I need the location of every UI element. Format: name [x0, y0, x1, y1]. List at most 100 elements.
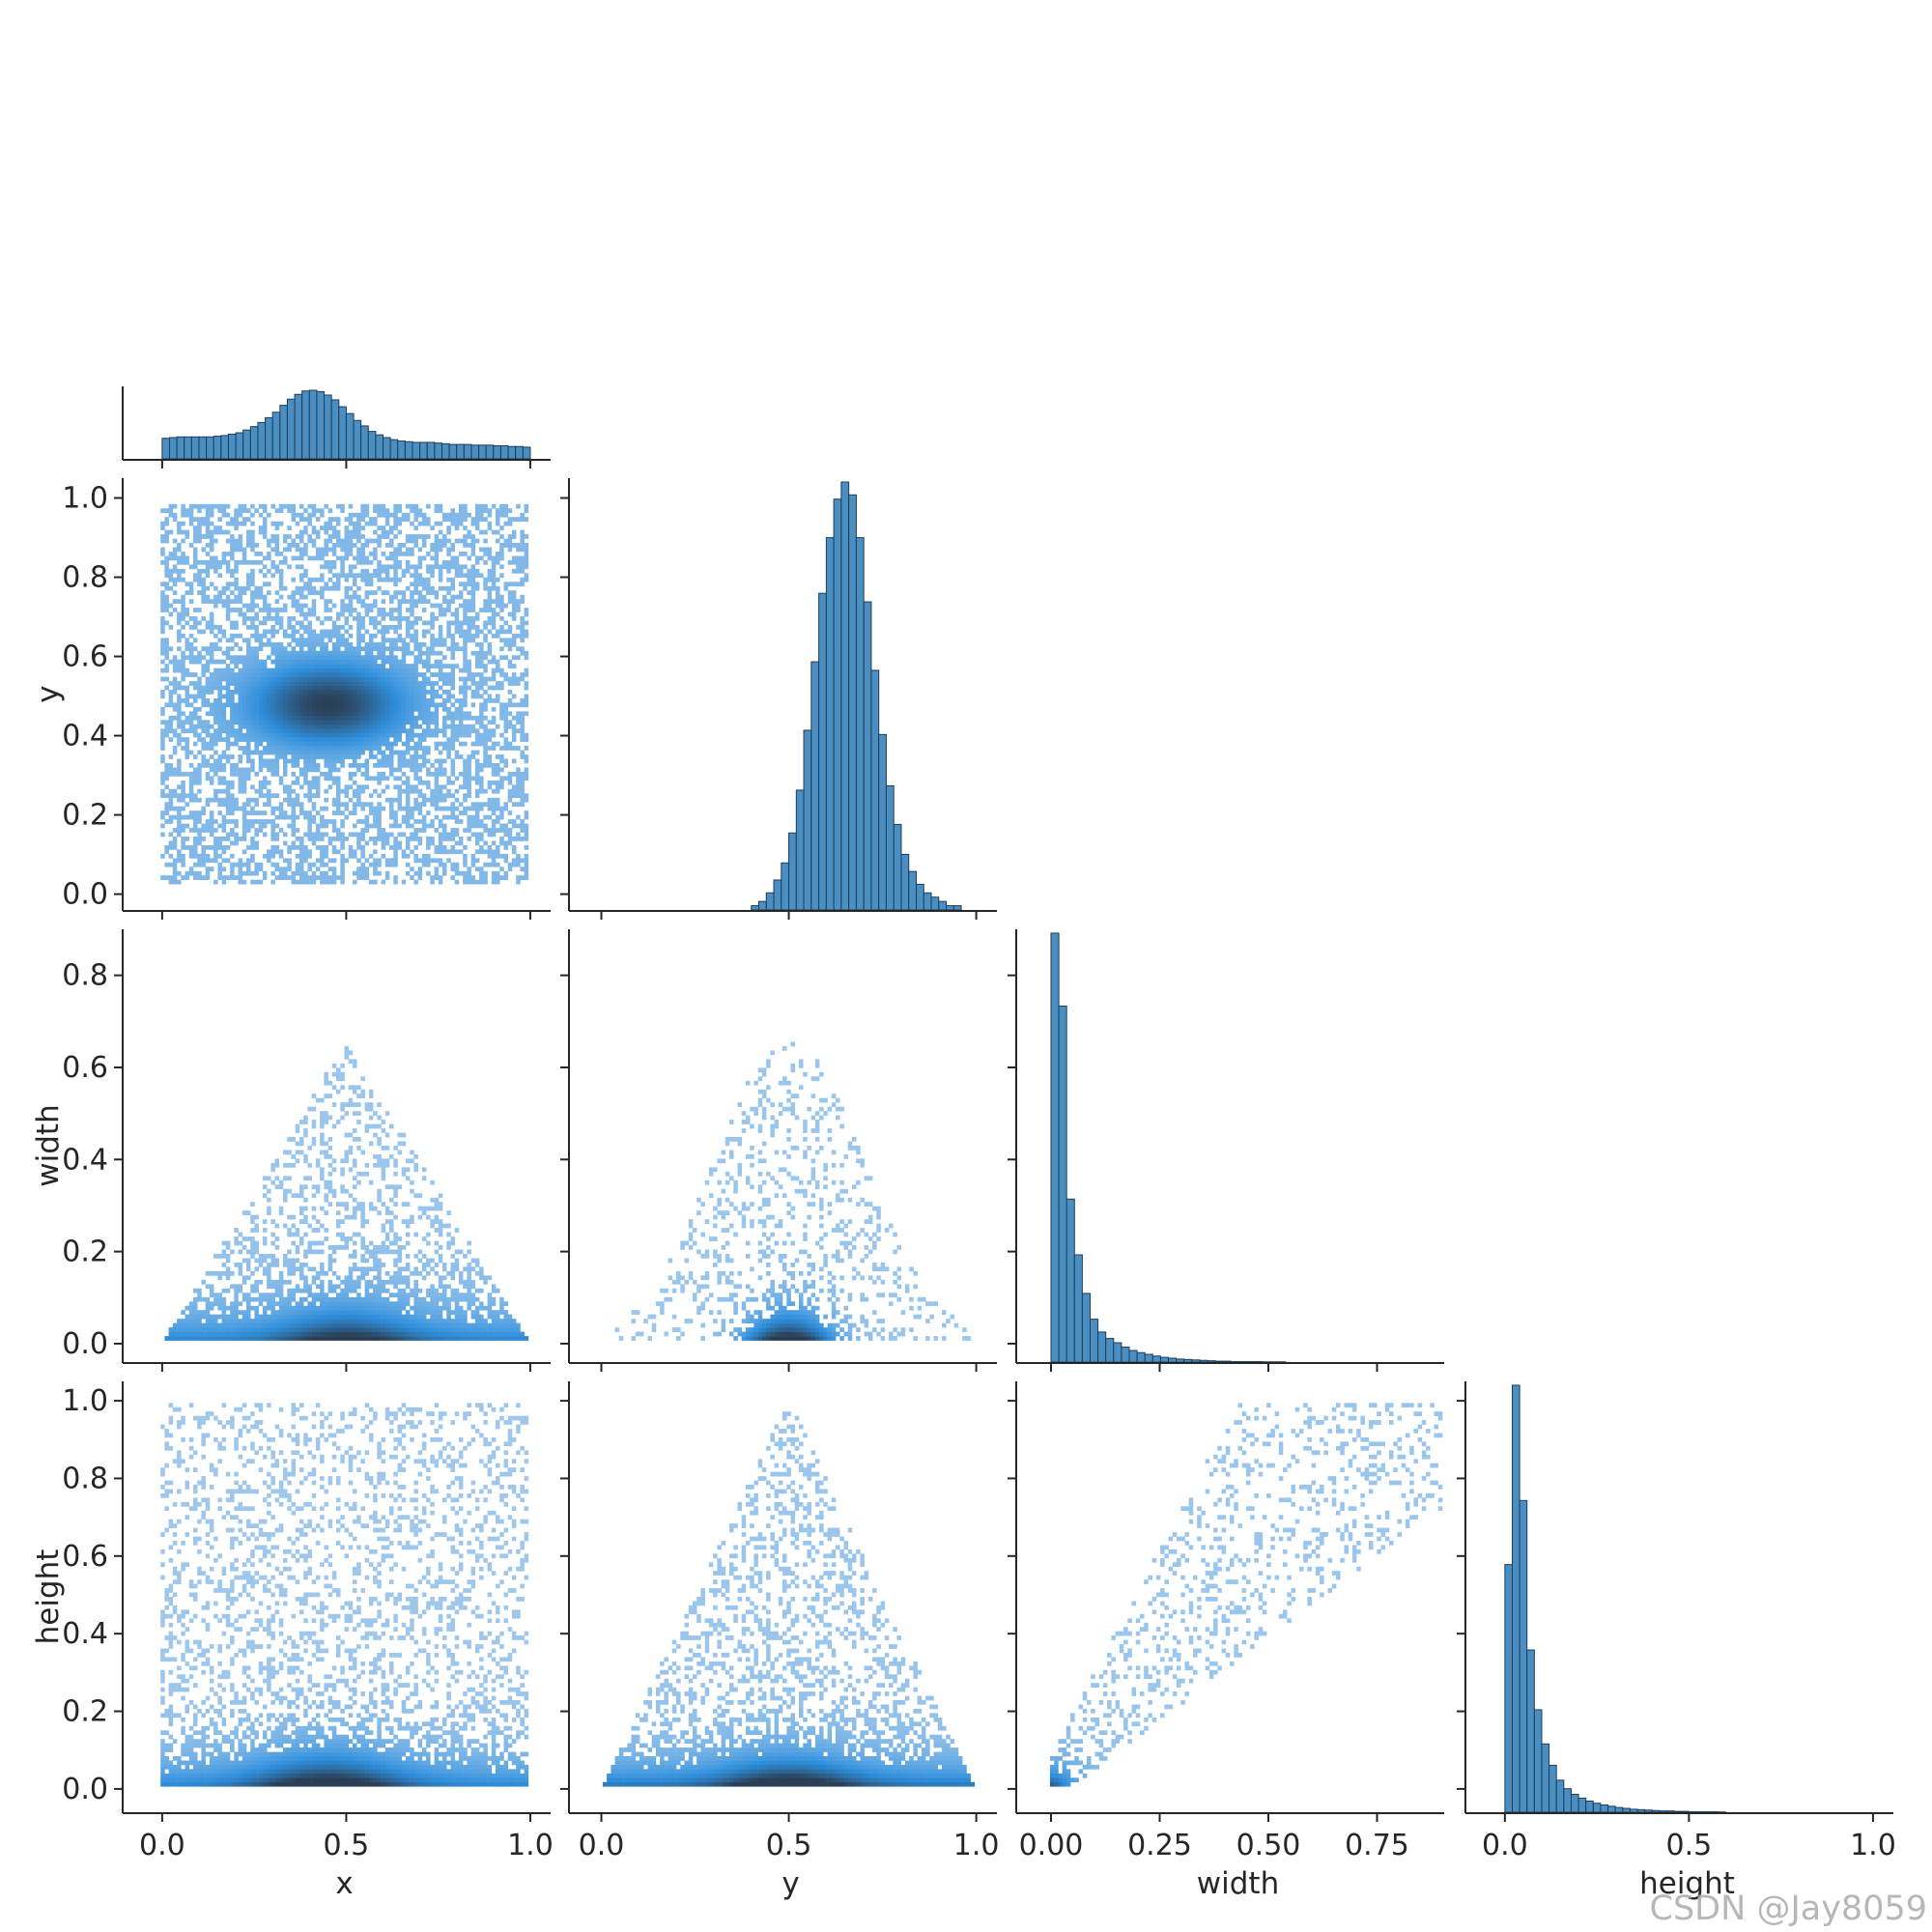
hist2d-cell [417, 715, 423, 721]
hist2d-cell [430, 568, 435, 574]
hist2d-cell [353, 724, 357, 729]
hist2d-cell [160, 538, 165, 544]
hist2d-cell [381, 668, 386, 673]
hist2d-cell [356, 793, 361, 799]
hist2d-cell [327, 638, 333, 643]
hist2d-cell [197, 810, 202, 815]
hist2d-cell [246, 616, 251, 621]
hist2d-cell [205, 529, 211, 535]
hist2d-cell [470, 608, 476, 612]
hist2d-cell [474, 659, 480, 665]
hist2d-cell [413, 788, 418, 794]
hist2d-cell [193, 694, 198, 699]
hist2d-cell [168, 585, 174, 591]
hist2d-cell [201, 577, 206, 582]
hist2d-cell [417, 616, 423, 621]
hist2d-cell [393, 641, 398, 647]
hist2d-cell [426, 732, 431, 738]
hist2d-cell [320, 754, 325, 759]
hist2d-cell [467, 659, 471, 665]
hist2d-cell [274, 668, 280, 673]
hist2d-cell [188, 590, 194, 595]
hist2d-cell [454, 568, 460, 574]
hist2d-cell [410, 875, 414, 880]
hist2d-cell [446, 538, 451, 544]
hist2d-cell [368, 650, 374, 656]
hist2d-cell [242, 720, 247, 725]
hist2d-cell [356, 517, 361, 522]
hist2d-cell [242, 611, 247, 617]
hist2d-cell [217, 559, 222, 565]
hist2d-cell [491, 858, 497, 864]
hist2d-cell [446, 564, 451, 570]
hist2d-cell [287, 564, 292, 570]
hist2d-cell [250, 603, 255, 609]
hist2d-cell [267, 858, 271, 864]
hist2d-cell [426, 629, 431, 635]
hist2d-cell [307, 659, 312, 665]
hist2d-cell [491, 806, 497, 811]
hist2d-cell [230, 573, 235, 579]
hist2d-cell [311, 690, 317, 695]
hist2d-cell [430, 875, 435, 880]
hist2d-cell [467, 819, 471, 824]
hist2d-cell [507, 862, 513, 867]
hist2d-cell [299, 802, 304, 808]
hist2d-cell [295, 555, 300, 561]
hist2d-cell [479, 655, 484, 661]
hist2d-cell [511, 676, 517, 682]
hist2d-cell [503, 655, 509, 661]
hist2d-cell [438, 797, 443, 803]
hist2d-cell [434, 828, 440, 833]
hist2d-cell [287, 784, 292, 790]
hist2d-cell [410, 711, 414, 717]
hist2d-cell [353, 698, 357, 703]
hist2d-cell [336, 737, 341, 742]
hist2d-cell [177, 599, 182, 604]
hist2d-cell [516, 564, 521, 570]
hist2d-cell [467, 629, 471, 635]
hist2d-cell [496, 784, 500, 790]
hist2d-cell [340, 858, 345, 864]
hist2d-cell [405, 746, 411, 751]
hist2d-cell [454, 840, 460, 846]
hist2d-cell [348, 564, 354, 570]
hist2d-cell [311, 685, 317, 691]
hist2d-cell [426, 650, 431, 656]
hist2d-cell [225, 802, 231, 808]
hist2d-cell [299, 720, 304, 725]
hist2d-cell [168, 611, 174, 617]
hist2d-cell [172, 503, 178, 509]
hist2d-cell [327, 517, 333, 522]
hist2d-cell [483, 603, 488, 609]
hist2d-cell [430, 823, 435, 829]
hist2d-cell [230, 853, 235, 859]
hist2d-cell [450, 611, 456, 617]
hist2d-cell [283, 633, 288, 639]
hist2d-cell [487, 641, 493, 647]
hist2d-cell [221, 555, 227, 561]
hist2d-cell [405, 672, 411, 677]
hist2d-cell [320, 508, 325, 514]
hist2d-cell [479, 706, 484, 712]
hist2d-cell [426, 620, 431, 626]
hist2d-cell [320, 690, 325, 695]
hist2d-cell [278, 616, 284, 621]
hist2d-cell [467, 543, 471, 548]
hist-bar [412, 441, 421, 460]
hist2d-cell [353, 711, 357, 717]
hist2d-cell [188, 793, 194, 799]
hist2d-cell [511, 772, 517, 777]
hist2d-cell [168, 875, 174, 880]
hist2d-cell [381, 828, 386, 833]
hist2d-cell [164, 875, 169, 880]
hist2d-cell [340, 720, 345, 725]
hist2d-cell [197, 1314, 202, 1320]
hist2d-cell [524, 577, 529, 582]
hist2d-cell [520, 512, 525, 518]
hist2d-cell [364, 728, 370, 734]
hist2d-cell [291, 741, 297, 747]
hist2d-cell [458, 870, 464, 876]
hist2d-cell [483, 823, 488, 829]
hist2d-cell [160, 646, 165, 652]
